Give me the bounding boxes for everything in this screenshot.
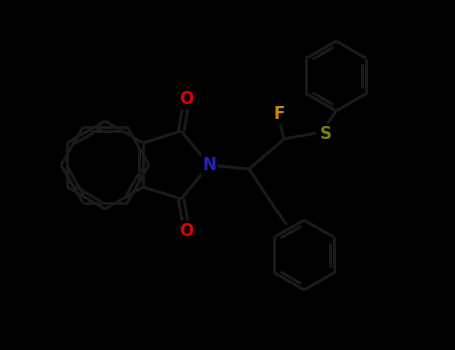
- Text: O: O: [179, 222, 193, 240]
- Text: S: S: [320, 125, 332, 143]
- Text: O: O: [179, 90, 193, 108]
- Text: F: F: [273, 105, 285, 123]
- Text: N: N: [202, 156, 216, 174]
